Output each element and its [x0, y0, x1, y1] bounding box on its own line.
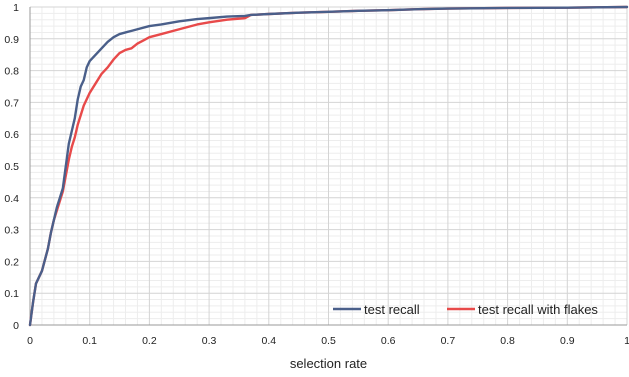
x-tick-label: 0.1 — [82, 335, 97, 347]
y-tick-label: 0.2 — [4, 256, 19, 268]
y-tick-label: 1 — [13, 2, 19, 14]
series-lines — [28, 5, 629, 327]
y-tick-label: 0 — [13, 320, 19, 332]
x-tick-label: 0.4 — [261, 335, 276, 347]
legend-label: test recall with flakes — [478, 302, 598, 317]
y-tick-label: 0.1 — [4, 288, 19, 300]
x-tick-label: 0.3 — [202, 335, 217, 347]
y-tick-label: 0.4 — [4, 193, 19, 205]
y-tick-label: 0.7 — [4, 97, 19, 109]
y-tick-label: 0.6 — [4, 129, 19, 141]
x-tick-label: 0 — [27, 335, 33, 347]
x-tick-label: 0.5 — [321, 335, 336, 347]
axes — [29, 7, 627, 326]
x-tick-label: 0.9 — [560, 335, 575, 347]
y-axis-tick-labels: 0 0.1 0.2 0.3 0.4 0.5 0.6 0.7 0.8 0.9 1 — [4, 2, 19, 332]
series-line — [28, 5, 629, 327]
x-axis-tick-labels: 0 0.1 0.2 0.3 0.4 0.5 0.6 0.7 0.8 0.9 1 — [27, 335, 629, 347]
x-tick-label: 0.6 — [381, 335, 396, 347]
x-tick-label: 0.2 — [142, 335, 157, 347]
y-tick-label: 0.5 — [4, 161, 19, 173]
major-gridlines — [30, 6, 628, 325]
x-tick-label: 0.8 — [500, 335, 515, 347]
legend-label: test recall — [364, 302, 420, 317]
y-tick-label: 0.9 — [4, 34, 19, 46]
x-tick-label: 0.7 — [441, 335, 456, 347]
x-tick-label: 1 — [624, 335, 629, 347]
legend: test recall test recall with flakes — [333, 302, 598, 317]
x-axis-title: selection rate — [290, 356, 367, 371]
y-tick-label: 0.3 — [4, 225, 19, 237]
y-tick-label: 0.8 — [4, 66, 19, 78]
